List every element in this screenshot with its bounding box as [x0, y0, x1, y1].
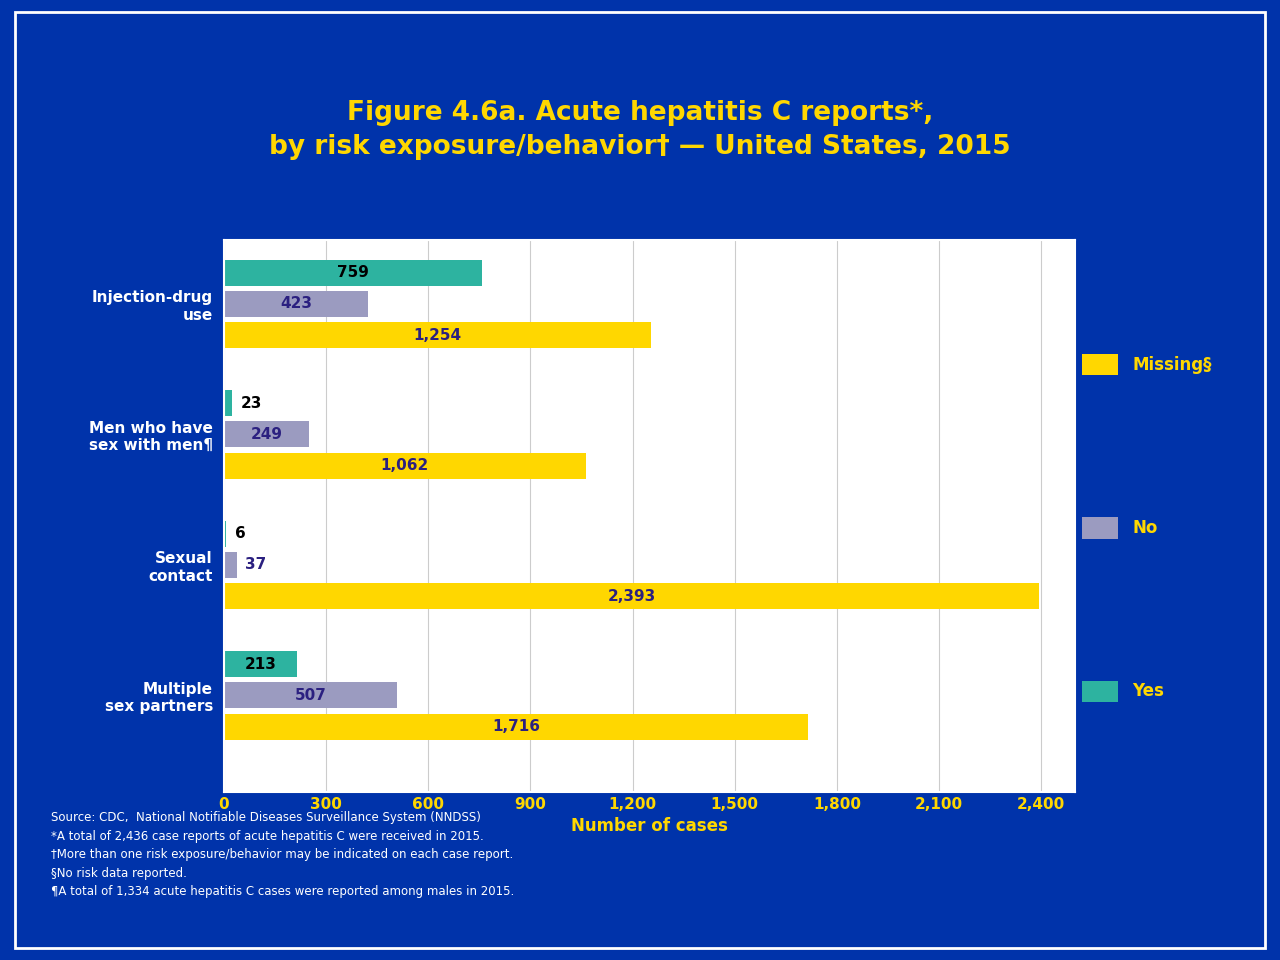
- Bar: [224, 390, 232, 417]
- Text: 213: 213: [244, 657, 276, 672]
- Bar: [224, 683, 397, 708]
- Bar: [224, 323, 652, 348]
- Bar: [224, 259, 483, 286]
- Bar: [224, 584, 1039, 610]
- Text: No: No: [1133, 519, 1157, 537]
- Bar: [224, 651, 297, 677]
- Text: Yes: Yes: [1133, 683, 1165, 700]
- Bar: [224, 552, 237, 578]
- Text: 759: 759: [337, 265, 369, 280]
- X-axis label: Number of cases: Number of cases: [571, 817, 728, 835]
- Text: 6: 6: [234, 526, 246, 541]
- Text: 249: 249: [251, 427, 283, 442]
- Bar: [224, 453, 585, 479]
- Bar: [224, 291, 369, 317]
- Text: Missing§: Missing§: [1133, 356, 1212, 373]
- Text: Figure 4.6a. Acute hepatitis C reports*,
by risk exposure/behavior† — United Sta: Figure 4.6a. Acute hepatitis C reports*,…: [269, 100, 1011, 159]
- Bar: [224, 713, 808, 740]
- Text: 37: 37: [244, 558, 266, 572]
- Text: 423: 423: [280, 297, 312, 311]
- Text: Source: CDC,  National Notifiable Diseases Surveillance System (NNDSS)
*A total : Source: CDC, National Notifiable Disease…: [51, 811, 515, 899]
- Text: 1,254: 1,254: [413, 327, 462, 343]
- Text: 1,062: 1,062: [380, 458, 429, 473]
- Bar: [224, 421, 308, 447]
- Text: 1,716: 1,716: [492, 719, 540, 734]
- Text: 507: 507: [294, 688, 326, 703]
- Text: 2,393: 2,393: [607, 588, 655, 604]
- Bar: [224, 520, 227, 546]
- Text: 23: 23: [241, 396, 261, 411]
